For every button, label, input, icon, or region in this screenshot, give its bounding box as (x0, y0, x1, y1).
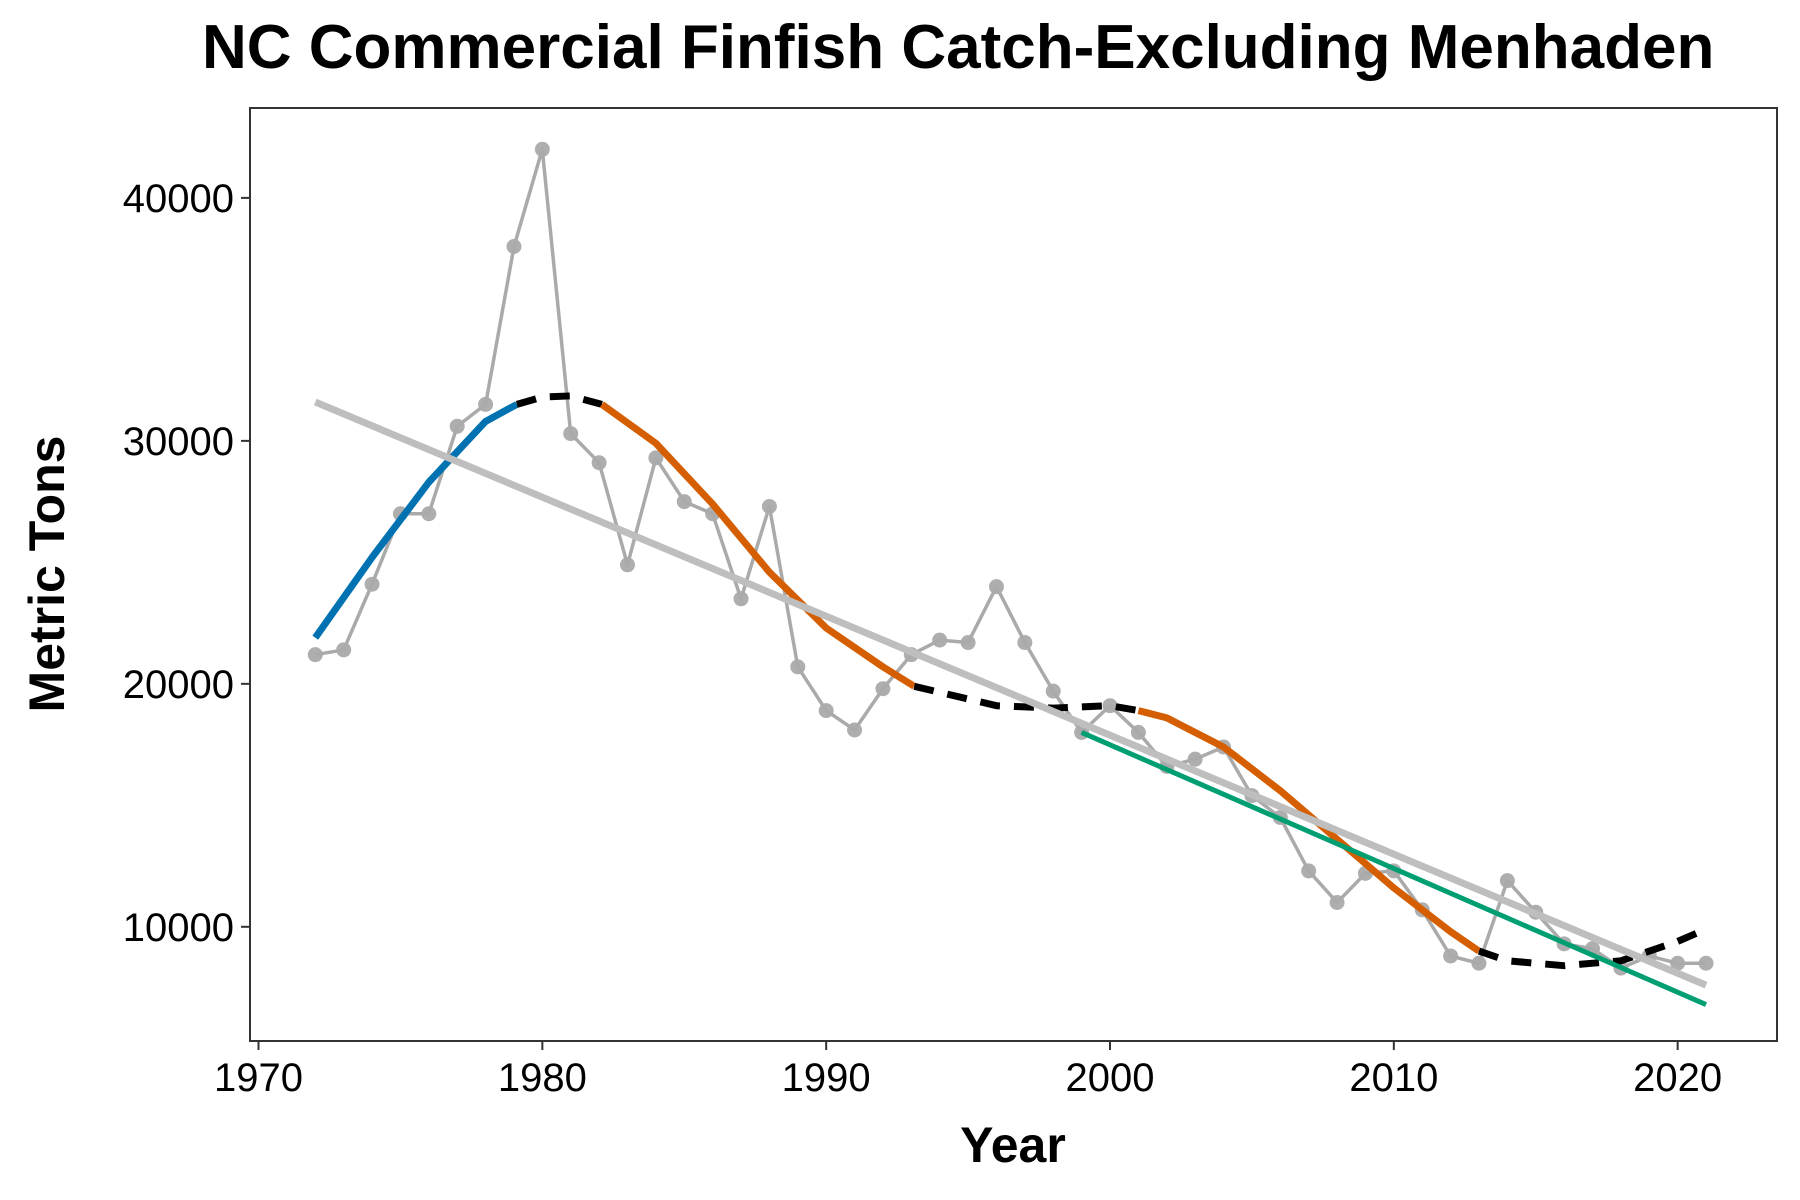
y-tick-label: 10000 (123, 906, 234, 950)
observed-point (1130, 724, 1146, 740)
observed-point (364, 576, 380, 592)
x-tick-label: 2020 (1633, 1056, 1722, 1100)
x-tick-label: 2010 (1349, 1056, 1438, 1100)
observed-point (676, 494, 692, 510)
series-layer (307, 141, 1714, 1007)
x-tick-label: 2000 (1066, 1056, 1155, 1100)
y-axis-title: Metric Tons (19, 436, 75, 713)
y-tick-label: 40000 (123, 177, 234, 221)
observed-point (875, 681, 891, 697)
observed-point (932, 632, 948, 648)
observed-point (1301, 863, 1317, 879)
observed-point (619, 557, 635, 573)
smooth-no-trend-segment (1477, 925, 1708, 970)
recent-trend-line (1080, 730, 1707, 1007)
plot-panel (249, 107, 1778, 1042)
observed-point (847, 722, 863, 738)
observed-point (1670, 955, 1686, 971)
smooth-no-trend-segment (515, 392, 603, 408)
observed-point (1443, 948, 1459, 964)
observed-point (563, 426, 579, 442)
observed-point (449, 418, 465, 434)
observed-point (1102, 698, 1118, 714)
observed-point (336, 642, 352, 658)
axes: 1970 1980 1990 2000 2010 2020 10000 20000 30000 4… (123, 177, 1722, 1100)
observed-point (790, 659, 806, 675)
observed-point (1045, 683, 1061, 699)
observed-point (648, 450, 664, 466)
linear-trend-line (313, 398, 1708, 989)
observed-point (960, 635, 976, 651)
observed-point (818, 703, 834, 719)
y-tick-label: 20000 (123, 663, 234, 707)
smooth-increasing-segment (312, 401, 519, 640)
chart-title: NC Commercial Finfish Catch-Excluding Me… (202, 13, 1714, 82)
observed-point (307, 647, 323, 663)
observed-point (591, 455, 607, 471)
y-tick-label: 30000 (123, 420, 234, 464)
observed-point (1698, 955, 1714, 971)
observed-point (1187, 751, 1203, 767)
observed-point (1329, 895, 1345, 911)
observed-point (534, 141, 550, 157)
x-axis-title: Year (960, 1117, 1066, 1173)
observed-point (988, 579, 1004, 595)
observed-point (761, 498, 777, 514)
observed-point (1017, 635, 1033, 651)
observed-point (1499, 873, 1515, 889)
observed-point (733, 591, 749, 607)
x-tick-label: 1970 (214, 1056, 303, 1100)
observed-point (1471, 955, 1487, 971)
observed-point (506, 238, 522, 254)
x-tick-label: 1990 (782, 1056, 871, 1100)
smooth-decreasing-segment (599, 401, 917, 690)
observed-point (478, 396, 494, 412)
x-tick-label: 1980 (498, 1056, 587, 1100)
observed-point (421, 506, 437, 522)
